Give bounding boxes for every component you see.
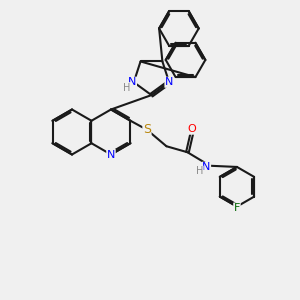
- Text: H: H: [124, 82, 131, 93]
- Text: N: N: [202, 162, 211, 172]
- Text: H: H: [196, 166, 203, 176]
- Text: F: F: [234, 203, 240, 213]
- Text: N: N: [107, 149, 115, 160]
- Text: O: O: [188, 124, 196, 134]
- Text: N: N: [128, 77, 136, 87]
- Text: N: N: [165, 77, 173, 87]
- Text: S: S: [143, 123, 151, 136]
